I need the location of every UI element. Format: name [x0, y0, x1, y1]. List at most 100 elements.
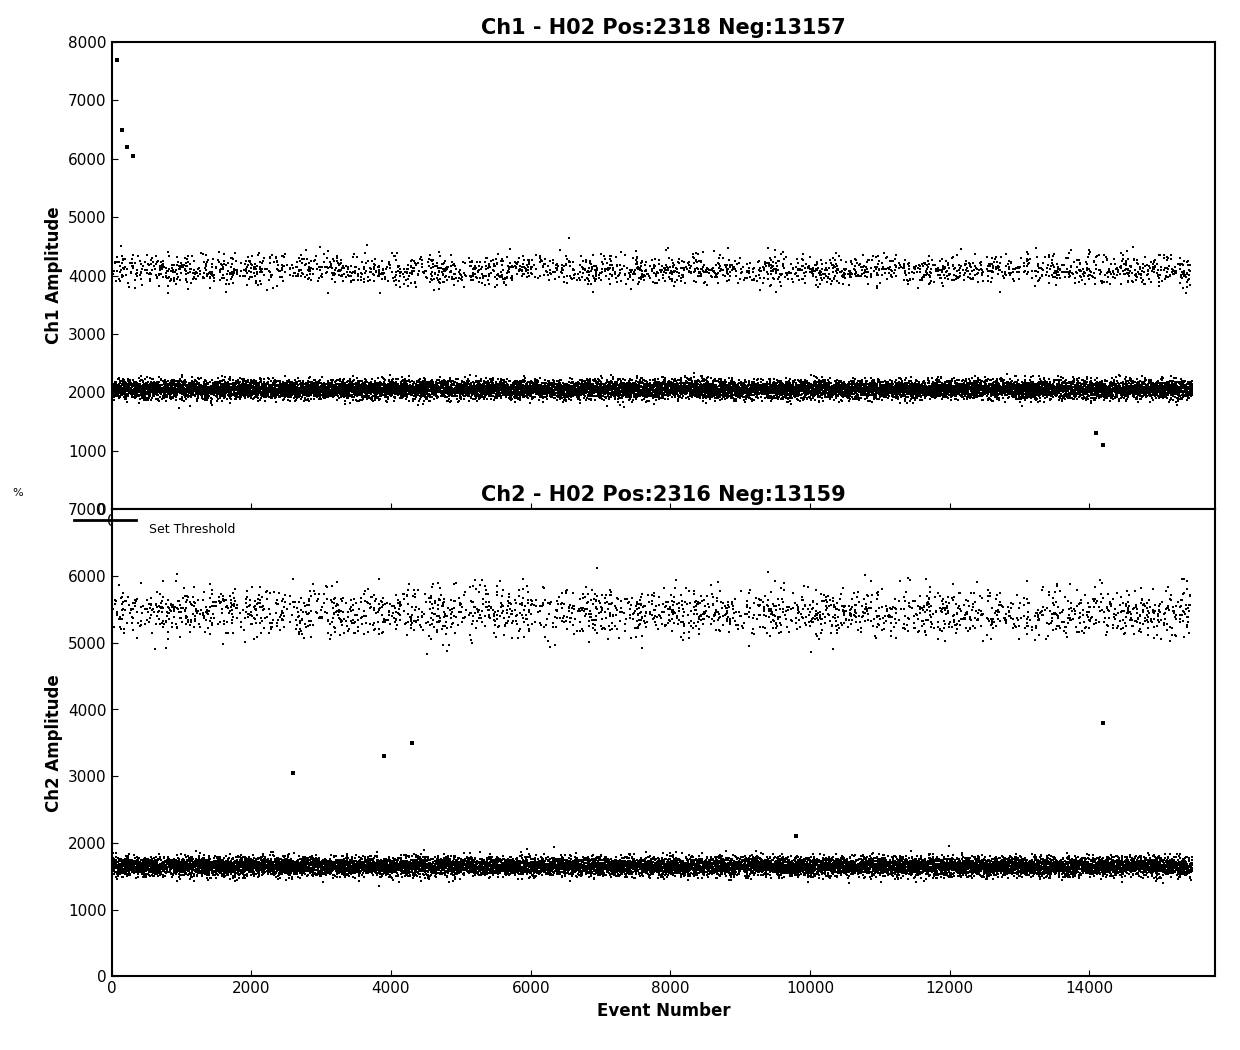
Point [663, 864, 683, 881]
Point [856, 850, 875, 867]
Point [941, 381, 961, 398]
Point [851, 390, 870, 406]
Point [357, 382, 377, 399]
Point [838, 386, 858, 403]
Point [546, 860, 565, 877]
Point [117, 857, 136, 874]
Point [511, 382, 531, 399]
Point [579, 853, 599, 869]
Point [713, 856, 733, 873]
Point [795, 854, 815, 870]
Point [520, 387, 539, 404]
Point [750, 850, 770, 867]
Point [283, 854, 303, 870]
Point [709, 387, 729, 404]
Point [222, 855, 242, 872]
Point [625, 857, 645, 874]
Point [680, 629, 699, 646]
Point [130, 383, 150, 400]
Point [776, 249, 796, 266]
Point [562, 382, 582, 399]
Point [207, 860, 227, 877]
Point [1017, 573, 1037, 590]
Point [419, 376, 439, 393]
Point [531, 382, 551, 399]
Point [367, 858, 387, 875]
Point [658, 859, 678, 876]
Point [175, 250, 195, 267]
Point [601, 268, 621, 285]
Point [449, 854, 469, 870]
Point [694, 377, 714, 394]
Point [273, 860, 293, 877]
Point [630, 387, 650, 404]
Point [704, 380, 724, 397]
Point [516, 262, 536, 279]
Point [1096, 857, 1116, 874]
Point [175, 865, 195, 882]
Point [939, 855, 959, 872]
Point [227, 380, 247, 397]
Point [992, 375, 1012, 392]
Point [145, 386, 165, 403]
Point [1037, 860, 1056, 877]
Point [164, 864, 184, 881]
Point [883, 388, 903, 405]
Point [1008, 372, 1028, 388]
Point [701, 386, 720, 403]
Point [1038, 377, 1058, 394]
Point [1003, 611, 1023, 628]
Point [1058, 850, 1078, 867]
Point [374, 269, 394, 286]
Point [538, 376, 558, 393]
Point [1110, 856, 1130, 873]
Point [317, 859, 337, 876]
Point [1014, 859, 1034, 876]
Point [870, 867, 890, 884]
Point [1091, 380, 1111, 397]
Point [567, 375, 587, 392]
Point [870, 850, 890, 867]
Point [706, 856, 725, 873]
Point [305, 379, 325, 396]
Point [1008, 852, 1028, 868]
Point [300, 384, 320, 401]
Point [901, 856, 921, 873]
Point [174, 256, 193, 273]
Point [476, 582, 496, 598]
Point [646, 850, 666, 867]
Point [1074, 854, 1094, 870]
Point [701, 854, 720, 870]
Point [760, 857, 780, 874]
Point [959, 860, 978, 877]
Point [537, 385, 557, 402]
Point [200, 865, 219, 882]
Point [911, 383, 931, 400]
Point [255, 857, 275, 874]
Point [661, 381, 681, 398]
Point [999, 863, 1019, 880]
Point [1106, 381, 1126, 398]
Point [923, 383, 942, 400]
Point [740, 390, 760, 406]
Point [326, 385, 346, 402]
Point [314, 852, 334, 868]
Point [193, 861, 213, 878]
Point [970, 375, 990, 392]
Point [770, 869, 790, 886]
Point [680, 850, 699, 867]
Point [279, 380, 299, 397]
Point [273, 853, 293, 869]
Point [1114, 266, 1133, 282]
Point [725, 253, 745, 270]
Point [1111, 259, 1131, 276]
Point [1001, 382, 1021, 399]
Point [634, 861, 653, 878]
Point [181, 858, 201, 875]
Point [1159, 857, 1179, 874]
Point [145, 379, 165, 396]
Point [503, 385, 523, 402]
Point [945, 385, 965, 402]
Point [1038, 380, 1058, 397]
Point [801, 861, 821, 878]
